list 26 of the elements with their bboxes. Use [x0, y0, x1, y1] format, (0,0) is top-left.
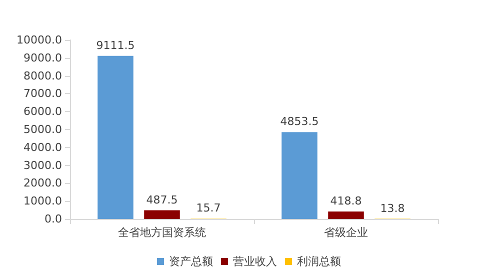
- y-tick-label: 3000.0: [24, 158, 62, 172]
- y-tick-label: 6000.0: [24, 105, 62, 118]
- bar: [144, 210, 180, 219]
- y-tick-label: 5000.0: [24, 123, 62, 136]
- y-tick-label: 1000.0: [24, 194, 62, 208]
- y-tick-label: 4000.0: [24, 140, 62, 154]
- bar: [98, 56, 134, 219]
- y-tick-label: 2000.0: [24, 176, 62, 190]
- y-tick-label: 8000.0: [24, 69, 62, 82]
- bar: [282, 132, 318, 219]
- y-tick-label: 10000.0: [16, 34, 62, 46]
- legend-label: 资产总额: [169, 255, 213, 268]
- x-tick-label: 全省地方国资系统: [118, 226, 206, 239]
- x-tick-label: 省级企业: [324, 226, 368, 239]
- data-label: 15.7: [196, 202, 221, 215]
- data-label: 9111.5: [96, 38, 135, 52]
- data-label: 487.5: [146, 193, 178, 206]
- y-tick-label: 0.0: [44, 212, 62, 226]
- bar: [328, 212, 364, 219]
- data-label: 13.8: [380, 202, 405, 215]
- y-tick-label: 9000.0: [24, 51, 62, 64]
- data-label: 418.8: [330, 194, 362, 208]
- legend-label: 利润总额: [297, 255, 341, 268]
- data-label: 4853.5: [280, 115, 319, 128]
- y-tick-label: 7000.0: [24, 87, 62, 100]
- legend-label: 营业收入: [233, 255, 277, 268]
